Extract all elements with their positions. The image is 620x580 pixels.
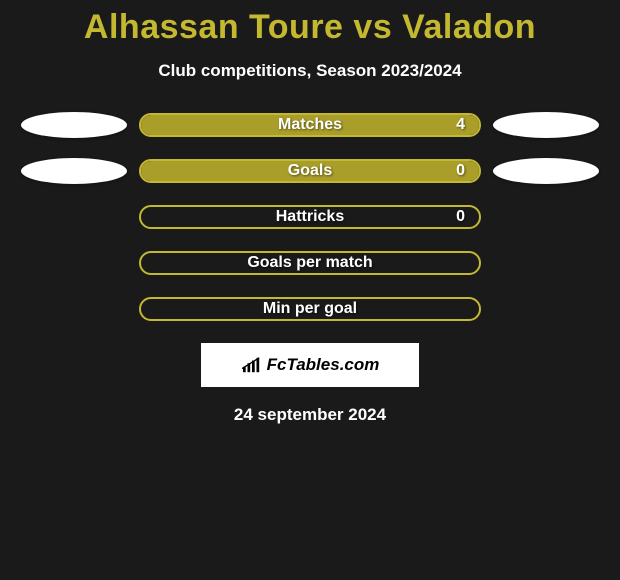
bar-chart-icon xyxy=(241,356,263,374)
stat-value: 4 xyxy=(456,116,465,134)
stat-bar: Goals per match xyxy=(139,251,481,275)
stat-row-hattricks: Hattricks 0 xyxy=(0,205,620,229)
stat-label: Goals xyxy=(288,162,332,180)
stat-value: 0 xyxy=(456,208,465,226)
stat-bar: Goals 0 xyxy=(139,159,481,183)
stat-row-goals-per-match: Goals per match xyxy=(0,251,620,275)
date-text: 24 september 2024 xyxy=(234,405,386,425)
stat-label: Goals per match xyxy=(247,254,372,272)
subtitle: Club competitions, Season 2023/2024 xyxy=(158,61,461,81)
stat-value: 0 xyxy=(456,162,465,180)
stat-bar: Hattricks 0 xyxy=(139,205,481,229)
page-title: Alhassan Toure vs Valadon xyxy=(84,8,536,47)
stat-bar: Min per goal xyxy=(139,297,481,321)
right-marker xyxy=(493,158,599,184)
stat-rows: Matches 4 Goals 0 Hattricks 0 xyxy=(0,113,620,321)
left-marker xyxy=(21,158,127,184)
source-logo: FcTables.com xyxy=(201,343,419,387)
stat-row-goals: Goals 0 xyxy=(0,159,620,183)
stat-label: Hattricks xyxy=(276,208,344,226)
stat-row-matches: Matches 4 xyxy=(0,113,620,137)
stat-bar: Matches 4 xyxy=(139,113,481,137)
stats-infographic: Alhassan Toure vs Valadon Club competiti… xyxy=(0,0,620,580)
left-marker xyxy=(21,112,127,138)
logo-text: FcTables.com xyxy=(267,355,380,375)
stat-label: Min per goal xyxy=(263,300,357,318)
right-marker xyxy=(493,112,599,138)
stat-label: Matches xyxy=(278,116,342,134)
stat-row-min-per-goal: Min per goal xyxy=(0,297,620,321)
